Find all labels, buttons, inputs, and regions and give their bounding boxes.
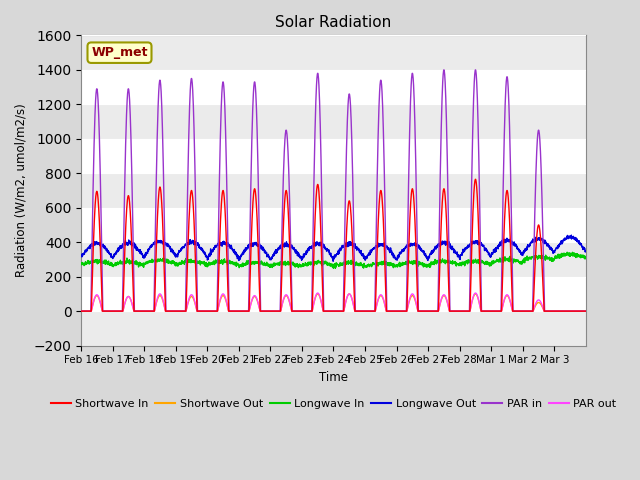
Text: WP_met: WP_met: [92, 46, 148, 59]
Bar: [81, 242, 586, 276]
Y-axis label: Radiation (W/m2, umol/m2/s): Radiation (W/m2, umol/m2/s): [15, 104, 28, 277]
Bar: [81, 311, 586, 346]
X-axis label: Time: Time: [319, 371, 348, 384]
Bar: [81, 104, 586, 139]
Bar: [81, 36, 586, 70]
Legend: Shortwave In, Shortwave Out, Longwave In, Longwave Out, PAR in, PAR out: Shortwave In, Shortwave Out, Longwave In…: [46, 395, 621, 413]
Title: Solar Radiation: Solar Radiation: [275, 15, 392, 30]
Bar: [81, 173, 586, 208]
